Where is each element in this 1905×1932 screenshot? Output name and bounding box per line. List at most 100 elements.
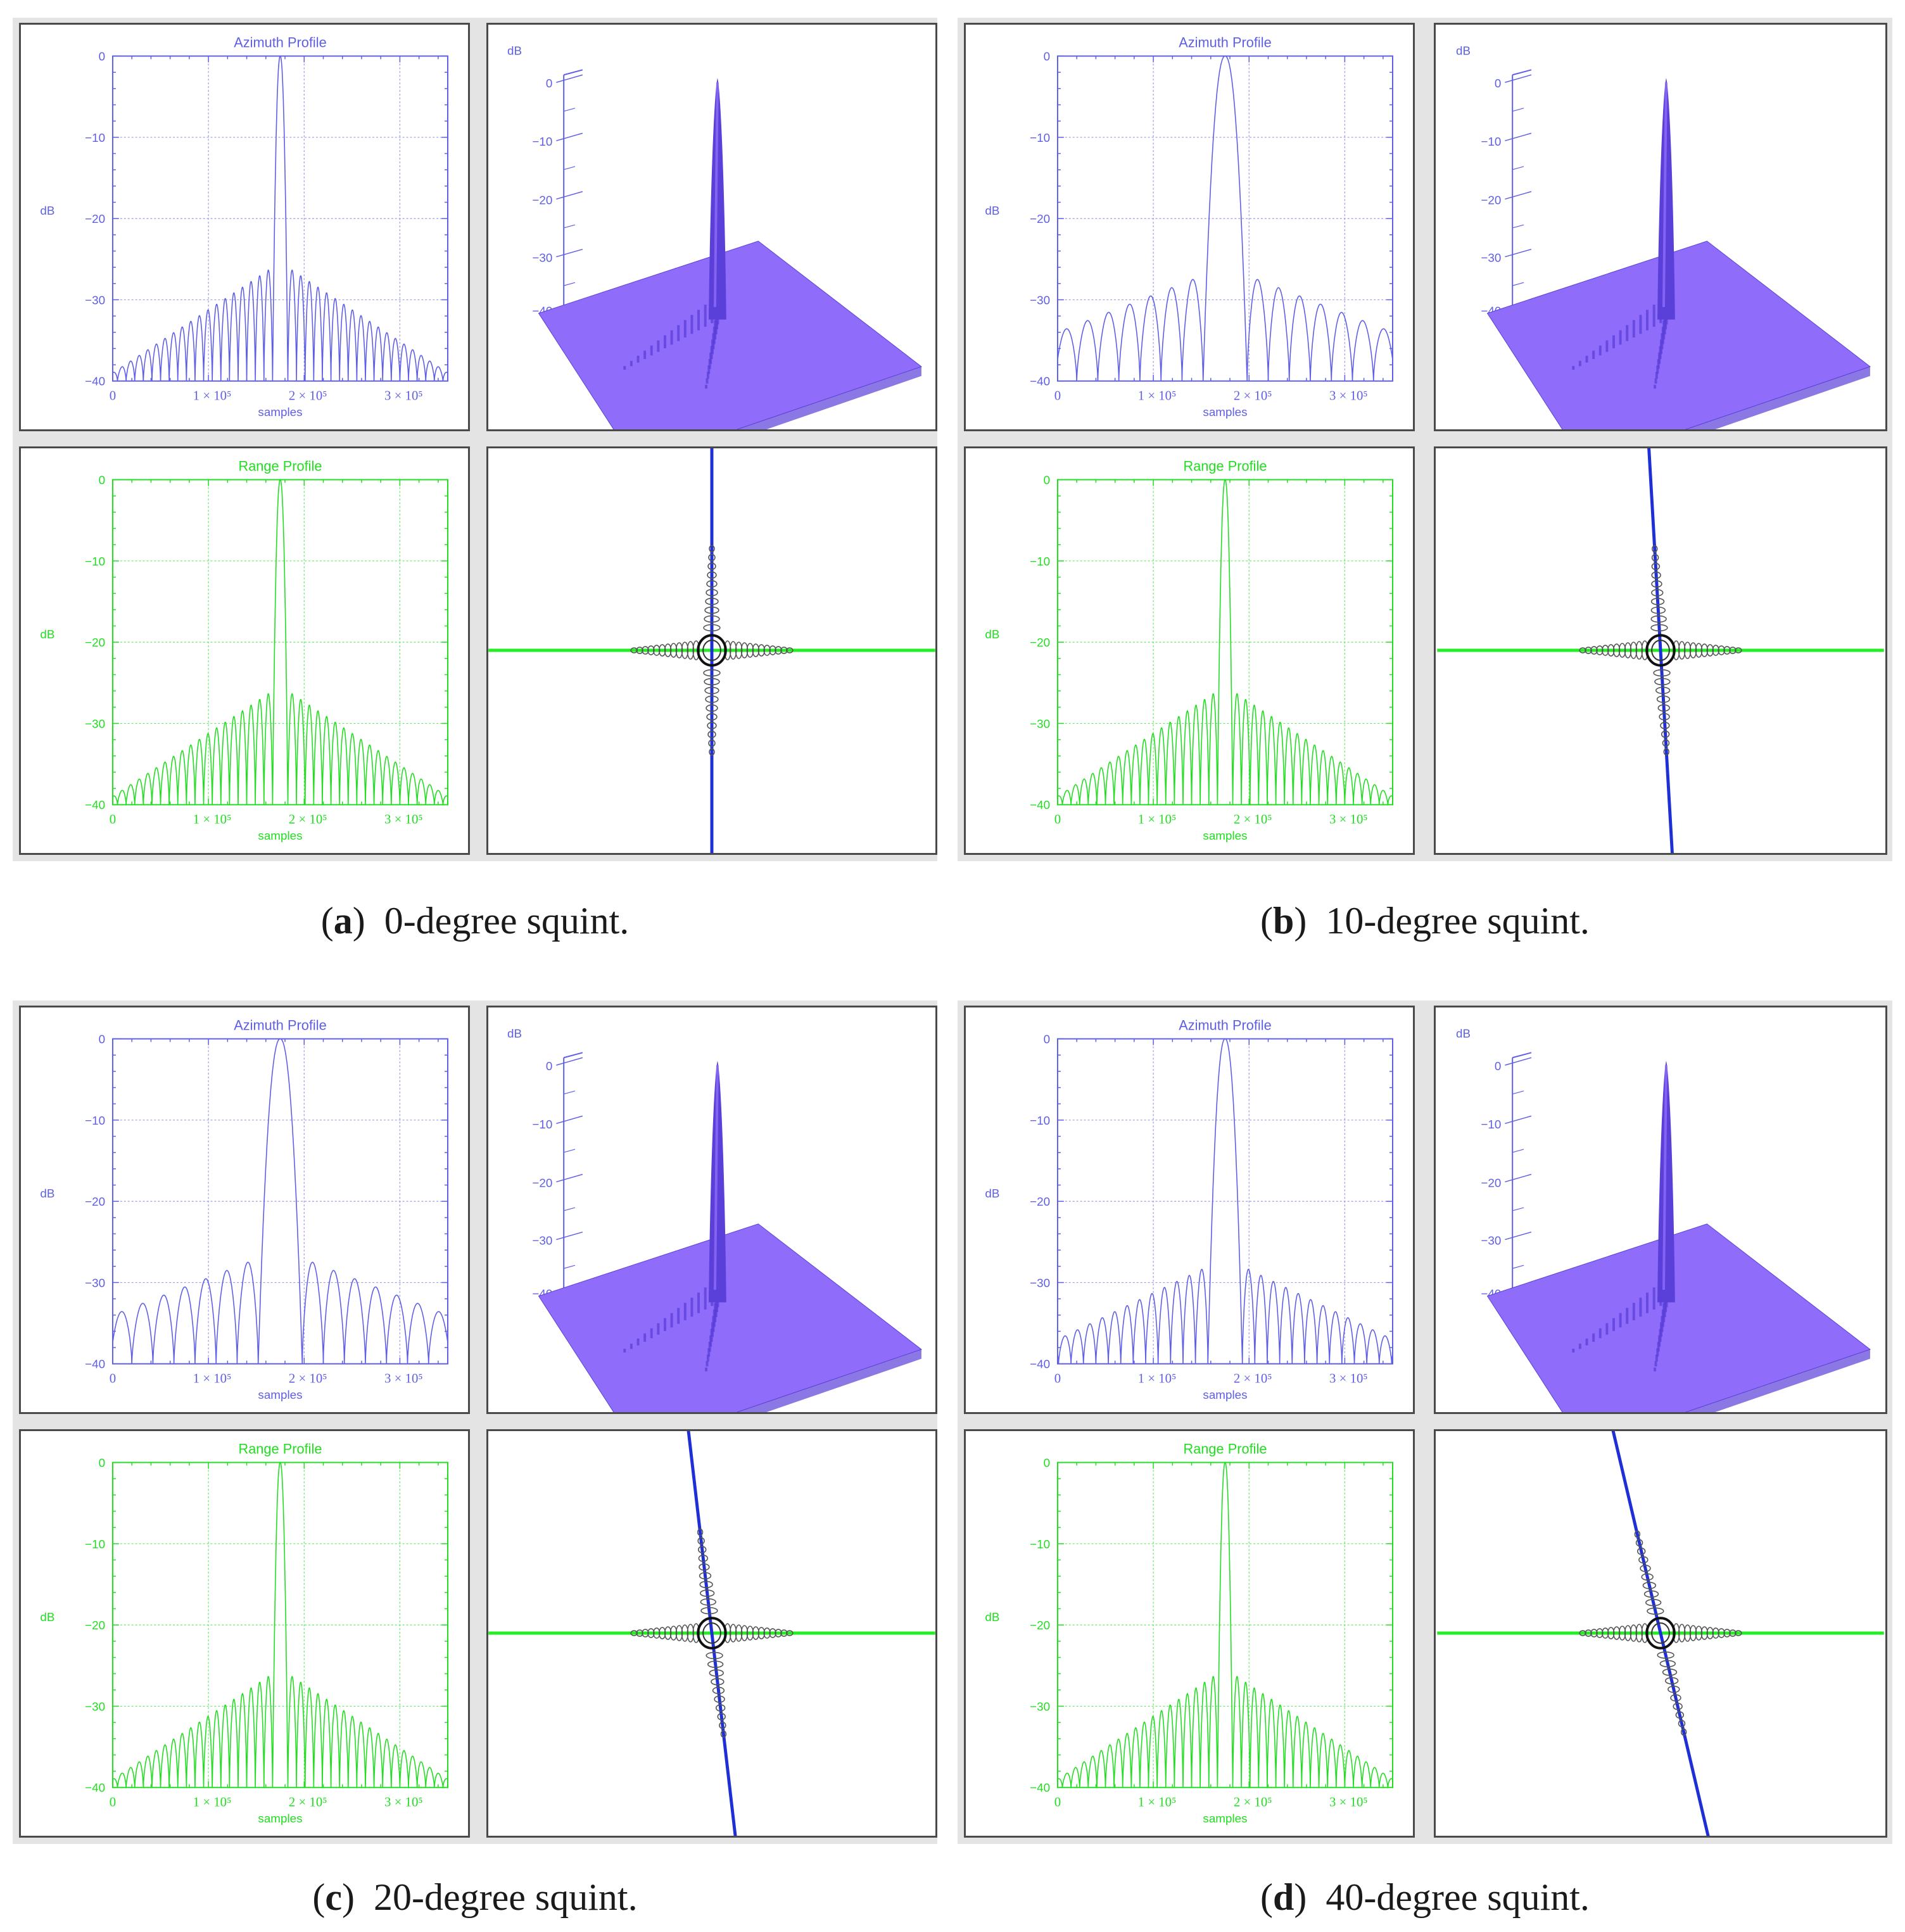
caption-text: 20-degree squint. [374,1876,638,1918]
sidelobe-ridge [1598,345,1602,356]
azimuth-sidelobe-ring [1650,615,1667,623]
z-tick-mark [556,1115,583,1124]
x-tick-label: 2 × 10⁵ [1234,812,1272,826]
chart-title: Range Profile [238,458,322,474]
azimuth-sidelobe-ring [1657,1651,1674,1659]
y-tick-label: −20 [1030,636,1050,649]
y-axis-label: dB [40,628,54,641]
range-sidelobe-ring [1695,1626,1703,1641]
range-sidelobe-ring [1689,1625,1697,1641]
sidelobe-ridge [1654,378,1657,384]
x-tick-label: 2 × 10⁵ [289,1371,327,1386]
range-sidelobe-ring [1618,1626,1626,1641]
range-sidelobe-ring [658,1627,666,1639]
range-sidelobe-ring [729,1624,737,1643]
azimuth-sidelobe-ring [1657,704,1670,712]
caption-text: 10-degree squint. [1326,900,1590,942]
x-tick-label: 1 × 10⁵ [1138,1795,1177,1809]
x-tick-label: 0 [1054,812,1061,826]
y-tick-label: −10 [85,131,105,144]
z-tick-label: 0 [546,1059,552,1073]
azimuth-sidelobe-ring [711,1678,725,1686]
profile-curve [112,55,448,381]
azimuth-sidelobe-ring [703,624,721,632]
azimuth-sidelobe-ring [1678,1720,1686,1727]
x-tick-label: 2 × 10⁵ [1234,1371,1272,1386]
azimuth-sidelobe-ring [1670,1694,1681,1702]
z-minor-tick [564,166,576,170]
sidelobe-ridge [1612,1318,1615,1331]
z-tick-label: −20 [1481,1176,1501,1189]
x-tick-label: 3 × 10⁵ [384,1371,423,1386]
azimuth-sidelobe-ring [715,1704,726,1712]
range-sidelobe-ring [1718,645,1725,655]
sidelobe-ridge [1657,358,1660,369]
y-tick-label: −10 [1030,1114,1050,1127]
sidelobe-ridge [1592,1333,1595,1342]
x-tick-label: 2 × 10⁵ [289,388,327,403]
azimuth-sidelobe-ring [707,731,716,738]
x-tick-label: 0 [1054,1795,1061,1809]
sidelobe-ridge [706,1354,709,1362]
range-sidelobe-ring [1624,1625,1632,1641]
sidelobe-ridge [1578,360,1581,367]
sidelobe-ridge [708,1341,711,1352]
contour-chart [1437,1431,1884,1836]
z-tick-mark [556,1057,583,1066]
z-tick-mark [556,191,583,200]
sidelobe-ridge [1585,1338,1588,1346]
azimuth-sidelobe-ring [1656,695,1671,703]
sidelobe-ridge [683,320,687,338]
surface-3d-panel: dB 0 −10 −20 −30 −40 [1434,1006,1887,1414]
azimuth-sidelobe-ring [1638,1556,1649,1564]
z-axis-line [538,1052,583,1297]
surface-floor [538,241,922,429]
profile-curve [1057,479,1393,805]
profile-curve [1057,1038,1393,1364]
azimuth-sidelobe-ring [1636,1548,1646,1555]
y-tick-label: 0 [1044,1032,1050,1045]
sidelobe-ridge [677,1308,680,1324]
azimuth-sidelobe-ring [698,1555,709,1562]
range-sidelobe-ring [740,1625,749,1641]
z-minor-tick [1512,108,1524,112]
sidelobe-ridge [1652,305,1655,327]
sidelobe-ridge [709,352,712,364]
sidelobe-ridge [1605,1323,1609,1335]
x-tick-label: 2 × 10⁵ [289,1795,327,1809]
range-profile-panel: Range Profile dB samples 0 −10 −20 −30 −40 0 1 × … [19,1429,470,1838]
x-tick-label: 1 × 10⁵ [1138,1371,1177,1386]
range-sidelobe-ring [740,642,749,659]
range-sidelobe-ring [664,1626,672,1640]
sidelobe-ridge [1657,1341,1660,1352]
azimuth-sidelobe-ring [1651,589,1664,597]
range-sidelobe-ring [653,645,661,656]
range-sidelobe-ring [1630,641,1638,659]
x-tick-label: 0 [110,388,116,403]
sidelobe-ridge [636,1338,640,1346]
y-tick-label: −30 [1030,717,1050,730]
x-axis-label: samples [258,405,302,419]
contour-chart [488,1431,935,1836]
azimuth-sidelobe-ring [700,1607,718,1615]
figure-group-c: Azimuth Profile dB samples 0 −10 −20 −30 −40 0 1 … [13,1001,937,1844]
azimuth-sidelobe-ring [1651,580,1662,588]
range-profile-panel: Range Profile dB samples 0 −10 −20 −30 −40 0 1 × … [964,446,1415,855]
range-sidelobe-ring [752,643,760,657]
sidelobe-ridge [670,1313,673,1328]
range-sidelobe-ring [1706,1627,1714,1639]
sidelobe-ridge [705,384,708,389]
y-tick-label: −20 [85,1195,105,1208]
azimuth-profile-panel: Azimuth Profile dB samples 0 −10 −20 −30 −40 0 1 … [964,23,1415,431]
chart-title: Azimuth Profile [234,35,326,51]
range-sidelobe-ring [1607,1627,1615,1639]
main-peak [1657,78,1675,320]
sidelobe-ridge [683,1303,687,1320]
azimuth-sidelobe-ring [720,1730,727,1738]
range-sidelobe-ring [757,1627,766,1639]
y-axis-label: dB [985,1187,999,1200]
range-sidelobe-ring [642,1629,649,1638]
azimuth-sidelobe-ring [714,1695,725,1703]
range-sidelobe-ring [757,644,766,657]
x-axis-label: samples [1203,1812,1247,1825]
